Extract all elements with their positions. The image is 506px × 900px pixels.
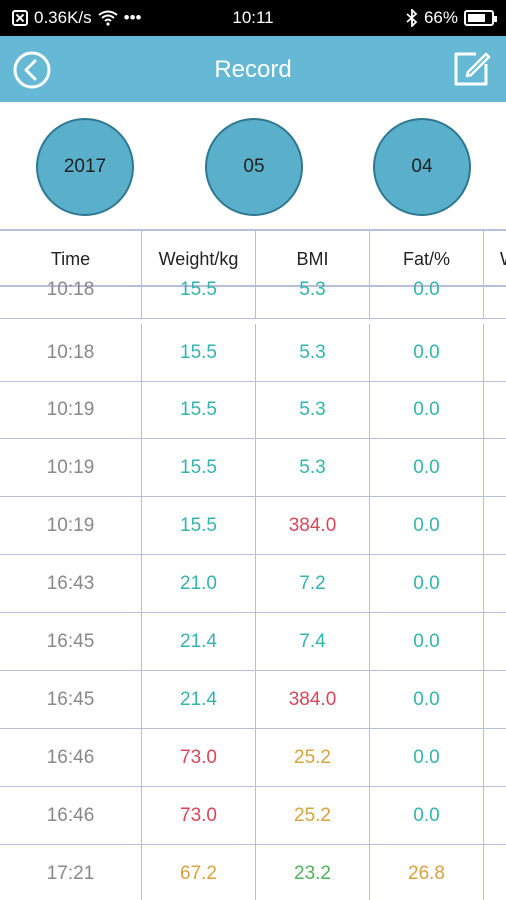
record-table[interactable]: Time Weight/kg BMI Fat/% W 10:1815.55.30…	[0, 229, 506, 900]
cell-bmi: 5.3	[256, 324, 370, 382]
battery-percent: 66%	[423, 8, 458, 27]
cell-bmi: 25.2	[256, 729, 370, 787]
cell-weight: 73.0	[142, 787, 256, 845]
network-speed: 0.36K/s	[34, 8, 92, 27]
cell-partial	[484, 261, 506, 319]
cell-weight: 15.5	[142, 381, 256, 439]
column-header-weight: Weight/kg	[142, 231, 256, 287]
back-button[interactable]	[12, 50, 52, 90]
day-selector[interactable]: 04	[373, 118, 471, 216]
edit-icon	[454, 52, 491, 86]
more-dots: •••	[123, 8, 142, 27]
cell-time: 10:19	[0, 439, 142, 497]
cell-fat: 0.0	[370, 261, 484, 319]
cell-partial	[484, 671, 506, 729]
cell-time: 16:45	[0, 671, 142, 729]
cell-weight: 21.4	[142, 613, 256, 671]
cell-bmi: 5.3	[256, 261, 370, 319]
edit-button[interactable]	[450, 48, 492, 90]
table-row[interactable]: 16:43 21.0 7.2 0.0	[0, 555, 506, 613]
cell-time: 16:46	[0, 787, 142, 845]
cell-fat: 0.0	[370, 439, 484, 497]
cell-weight: 15.5	[142, 439, 256, 497]
cell-weight: 15.5	[142, 497, 256, 555]
cell-bmi: 23.2	[256, 845, 370, 900]
cell-bmi: 25.2	[256, 787, 370, 845]
column-header-partial: W	[484, 231, 506, 287]
cell-fat: 26.8	[370, 845, 484, 900]
column-header-fat: Fat/%	[370, 231, 484, 287]
cell-fat: 0.0	[370, 381, 484, 439]
cell-fat: 0.0	[370, 671, 484, 729]
table-row[interactable]: 10:19 15.5 384.0 0.0	[0, 497, 506, 555]
cell-bmi: 7.2	[256, 555, 370, 613]
cell-partial	[484, 729, 506, 787]
column-header-time: Time	[0, 231, 142, 287]
cell-bmi: 384.0	[256, 497, 370, 555]
date-selector: 2017 05 04	[0, 102, 506, 229]
back-arrow-icon	[13, 51, 51, 89]
table-row[interactable]: 10:19 15.5 5.3 0.0	[0, 381, 506, 439]
month-selector[interactable]: 05	[205, 118, 303, 216]
cell-time: 10:18	[0, 261, 142, 319]
cell-partial	[484, 787, 506, 845]
battery-icon	[464, 10, 497, 26]
header-bar: Record	[0, 36, 506, 102]
year-selector[interactable]: 2017	[36, 118, 134, 216]
status-bar: 0.36K/s ••• 10:11 66%	[0, 0, 506, 36]
table-row[interactable]: 16:46 73.0 25.2 0.0	[0, 787, 506, 845]
cell-weight: 15.5	[142, 324, 256, 382]
cell-bmi: 5.3	[256, 439, 370, 497]
cell-time: 16:46	[0, 729, 142, 787]
cell-time: 10:19	[0, 497, 142, 555]
cell-weight: 73.0	[142, 729, 256, 787]
wifi-icon	[98, 10, 118, 26]
cell-weight: 21.4	[142, 671, 256, 729]
column-header-bmi: BMI	[256, 231, 370, 287]
cell-weight: 15.5	[142, 261, 256, 319]
table-row[interactable]: 17:21 67.2 23.2 26.8	[0, 845, 506, 900]
cell-bmi: 7.4	[256, 613, 370, 671]
cell-partial	[484, 497, 506, 555]
cell-fat: 0.0	[370, 787, 484, 845]
table-row[interactable]: 10:18 15.5 5.3 0.0	[0, 261, 506, 319]
bluetooth-icon	[406, 9, 418, 27]
cell-fat: 0.0	[370, 497, 484, 555]
cell-partial	[484, 324, 506, 382]
table-row[interactable]: 16:45 21.4 384.0 0.0	[0, 671, 506, 729]
notification-icon	[12, 10, 28, 26]
cell-time: 17:21	[0, 845, 142, 900]
cell-time: 10:18	[0, 324, 142, 382]
cell-time: 16:45	[0, 613, 142, 671]
table-row[interactable]: 10:19 15.5 5.3 0.0	[0, 439, 506, 497]
clock: 10:11	[232, 8, 274, 27]
cell-partial	[484, 439, 506, 497]
table-row[interactable]: 10:18 15.5 5.3 0.0	[0, 324, 506, 382]
cell-bmi: 384.0	[256, 671, 370, 729]
table-row[interactable]: 16:45 21.4 7.4 0.0	[0, 613, 506, 671]
cell-time: 10:19	[0, 381, 142, 439]
cell-fat: 0.0	[370, 729, 484, 787]
cell-bmi: 5.3	[256, 381, 370, 439]
cell-fat: 0.0	[370, 324, 484, 382]
cell-weight: 21.0	[142, 555, 256, 613]
cell-partial	[484, 381, 506, 439]
cell-time: 16:43	[0, 555, 142, 613]
table-header: Time Weight/kg BMI Fat/% W	[0, 229, 506, 287]
cell-fat: 0.0	[370, 613, 484, 671]
cell-partial	[484, 555, 506, 613]
page-title: Record	[214, 56, 292, 83]
cell-partial	[484, 613, 506, 671]
cell-fat: 0.0	[370, 555, 484, 613]
cell-weight: 67.2	[142, 845, 256, 900]
cell-partial	[484, 845, 506, 900]
table-row[interactable]: 16:46 73.0 25.2 0.0	[0, 729, 506, 787]
